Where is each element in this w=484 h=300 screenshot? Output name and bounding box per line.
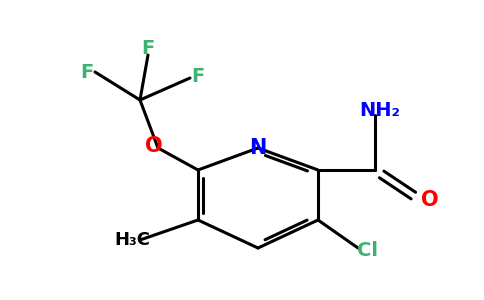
Text: F: F xyxy=(141,38,154,58)
Text: N: N xyxy=(249,138,267,158)
Text: F: F xyxy=(191,67,205,85)
Text: Cl: Cl xyxy=(358,241,378,260)
Text: O: O xyxy=(145,136,163,156)
Text: F: F xyxy=(80,62,93,82)
Text: H₃C: H₃C xyxy=(114,231,150,249)
Text: NH₂: NH₂ xyxy=(360,100,400,119)
Text: O: O xyxy=(421,190,439,210)
